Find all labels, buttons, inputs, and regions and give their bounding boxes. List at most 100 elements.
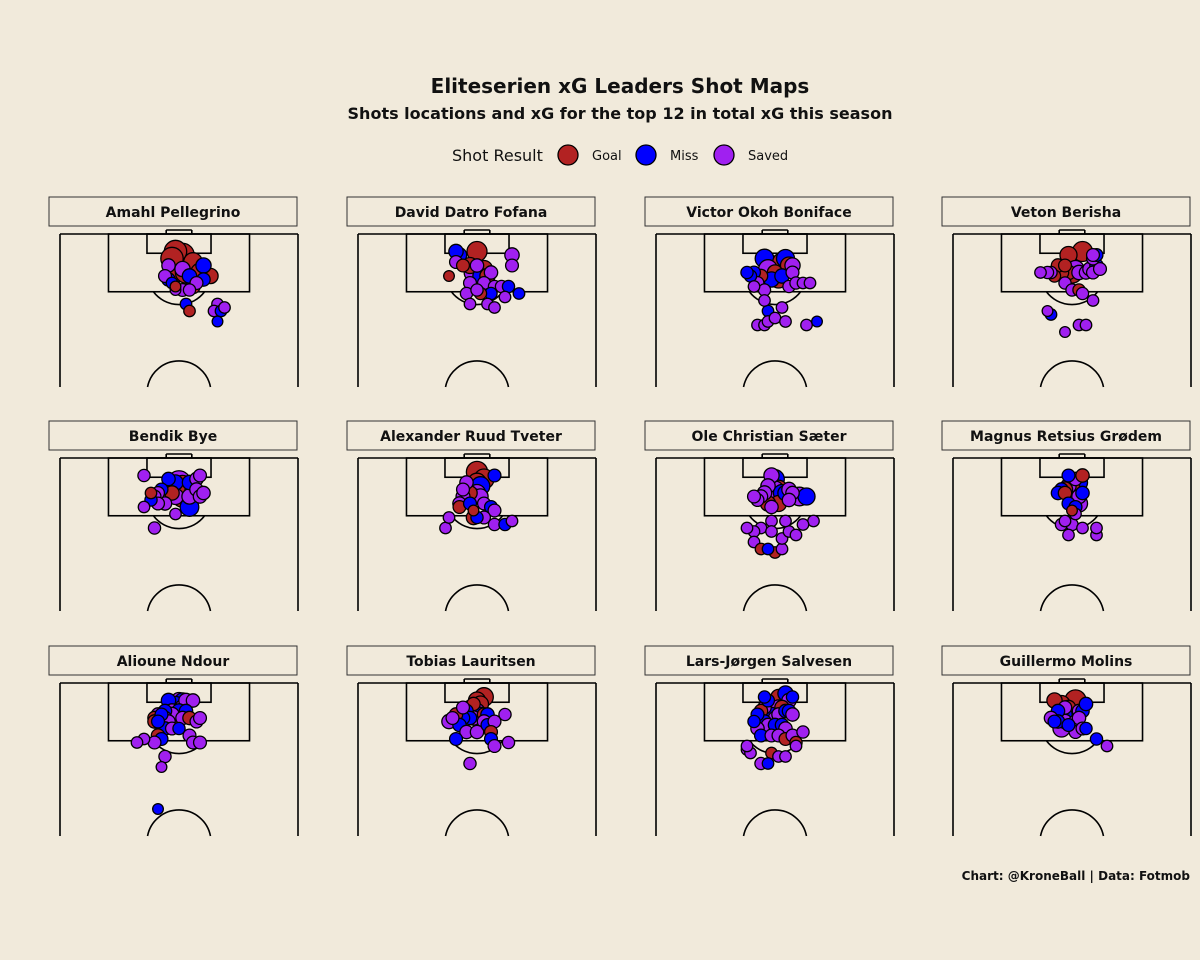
shot-saved [796, 725, 810, 739]
shot-saved [789, 528, 803, 542]
shot-saved [1079, 318, 1093, 332]
panel-strip [941, 420, 1191, 451]
shot-saved [1058, 514, 1072, 528]
shot-saved [747, 280, 761, 293]
shot-saved [1059, 326, 1071, 338]
panel-player-name: Alexander Ruud Tveter [380, 429, 562, 445]
shot-saved [218, 301, 231, 314]
shot-saved [800, 318, 813, 332]
shot-saved [1041, 305, 1054, 317]
shot-saved [764, 499, 779, 515]
shot-saved [169, 507, 182, 521]
panel-strip [346, 645, 596, 676]
shot-saved [504, 258, 520, 273]
shots-layer [137, 468, 211, 535]
shot-saved [758, 294, 771, 307]
shot-saved [439, 521, 452, 535]
shots-layer [157, 239, 231, 328]
shot-miss [448, 731, 464, 747]
panel-5: Bendik Bye [48, 420, 299, 612]
shot-saved [455, 700, 471, 715]
panel-3: Victor Okoh Boniface [644, 196, 895, 388]
legend-miss-marker [635, 144, 657, 166]
shot-saved [768, 311, 782, 325]
shot-saved [182, 283, 197, 297]
panel-strip [644, 420, 894, 451]
panel-7: Ole Christian Sæter [644, 420, 895, 612]
panel-player-name: Veton Berisha [1011, 205, 1121, 221]
shot-saved [1085, 247, 1101, 263]
pitch-half [655, 678, 895, 837]
shot-saved [192, 468, 208, 483]
shot-saved [196, 485, 211, 501]
shot-saved [1100, 739, 1114, 753]
shot-goal [467, 504, 480, 517]
shot-goal [455, 258, 471, 273]
legend: Shot Result Goal Miss Saved [452, 144, 788, 166]
shot-saved [796, 518, 810, 531]
shots-layer [740, 467, 820, 559]
pitch-half [655, 229, 895, 388]
shot-miss [150, 714, 166, 729]
shot-miss [152, 803, 164, 815]
shot-saved [498, 707, 512, 722]
shot-miss [1075, 485, 1090, 501]
shot-saved [487, 503, 502, 518]
shot-saved [775, 301, 789, 314]
panel-strip [644, 645, 894, 676]
shot-miss [161, 471, 176, 487]
shot-saved [185, 693, 201, 708]
shot-saved [137, 468, 151, 483]
shot-saved [781, 492, 797, 508]
shot-saved [1075, 286, 1090, 301]
shot-saved [483, 265, 499, 280]
shot-goal [144, 486, 158, 500]
shot-miss [785, 690, 800, 704]
legend-saved-label: Saved [748, 149, 788, 164]
shot-saved [501, 735, 516, 750]
shot-saved [147, 521, 162, 535]
shot-goal [1075, 468, 1090, 483]
shot-miss [1061, 468, 1076, 483]
shot-saved [192, 735, 208, 750]
shot-saved [505, 514, 519, 528]
panel-strip [346, 420, 596, 451]
shot-saved [1090, 521, 1103, 535]
shot-saved [779, 514, 792, 528]
legend-saved-marker [713, 144, 735, 166]
legend-miss-label: Miss [670, 149, 699, 164]
shot-saved [158, 749, 172, 764]
shot-miss [1078, 696, 1094, 712]
panel-player-name: Alioune Ndour [117, 654, 230, 670]
panel-player-name: David Datro Fofana [395, 205, 548, 221]
shot-saved [445, 710, 460, 726]
shot-saved [789, 739, 803, 753]
shot-miss [1079, 721, 1093, 736]
panel-player-name: Magnus Retsius Grødem [970, 429, 1162, 445]
panel-player-name: Bendik Bye [129, 429, 217, 445]
shot-goal [169, 280, 182, 293]
chart-subtitle: Shots locations and xG for the top 12 in… [348, 104, 893, 123]
chart-title: Eliteserien xG Leaders Shot Maps [431, 74, 810, 98]
shot-saved [469, 258, 485, 273]
shot-saved [779, 315, 792, 328]
panel-player-name: Victor Okoh Boniface [686, 205, 851, 221]
shot-saved [740, 521, 754, 535]
shot-saved [192, 710, 208, 726]
shot-saved [775, 542, 789, 556]
shots-layer [1050, 468, 1103, 542]
shot-goal [443, 270, 455, 282]
shot-miss [1047, 714, 1062, 729]
shot-saved [442, 511, 456, 524]
panel-2: David Datro Fofana [346, 196, 597, 388]
shot-miss [487, 468, 502, 483]
shots-layer [439, 460, 519, 535]
shot-miss [1061, 717, 1076, 733]
shot-miss [512, 287, 526, 300]
panel-11: Lars-Jørgen Salvesen [644, 645, 895, 837]
shot-saved [1062, 528, 1075, 542]
shots-layer [441, 687, 516, 771]
shot-miss [172, 721, 186, 736]
shot-goal [183, 304, 196, 318]
